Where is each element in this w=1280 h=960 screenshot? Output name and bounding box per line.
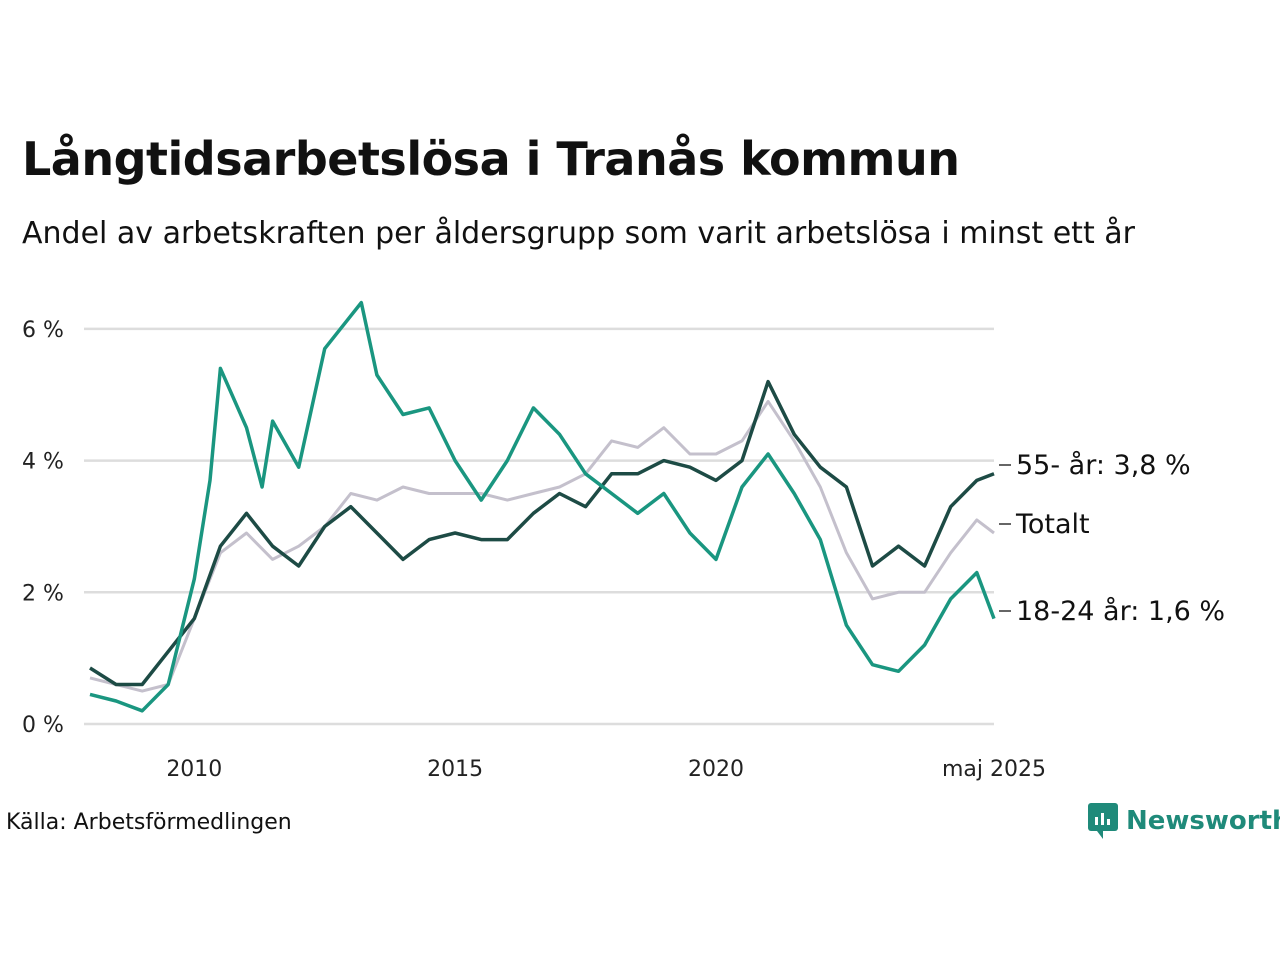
series-line-age18_24	[89, 300, 996, 713]
x-axis-ticks: 2010 2015 2020 maj 2025	[166, 757, 1046, 782]
brand-logo: Newsworthy	[1088, 803, 1280, 839]
series-line-total	[89, 399, 995, 693]
chart-subtitle: Andel av arbetskraften per åldersgrupp s…	[22, 216, 1135, 251]
y-tick-label: 4 %	[22, 450, 64, 475]
end-label-total: Totalt	[1015, 509, 1090, 540]
y-tick-label: 2 %	[22, 581, 64, 606]
newsworthy-icon	[1088, 803, 1118, 839]
end-label-age18_24: 18-24 år: 1,6 %	[1016, 596, 1225, 627]
brand-name: Newsworthy	[1126, 806, 1280, 836]
source-note: Källa: Arbetsförmedlingen	[6, 810, 292, 835]
x-tick-label: 2010	[166, 757, 222, 782]
chart-title: Långtidsarbetslösa i Tranås kommun	[22, 132, 960, 186]
x-tick-label: 2020	[688, 757, 744, 782]
y-tick-label: 6 %	[22, 318, 64, 343]
series-lines	[89, 300, 996, 713]
series-end-labels: Totalt 55- år: 3,8 % 18-24 år: 1,6 %	[999, 450, 1225, 627]
series-line-age55	[89, 379, 995, 687]
x-tick-label: maj 2025	[942, 757, 1046, 782]
grid-lines	[84, 327, 994, 726]
y-tick-label: 0 %	[22, 713, 64, 738]
end-label-age55: 55- år: 3,8 %	[1016, 450, 1191, 481]
y-axis-ticks: 0 % 2 % 4 % 6 %	[22, 318, 64, 738]
x-tick-label: 2015	[427, 757, 483, 782]
